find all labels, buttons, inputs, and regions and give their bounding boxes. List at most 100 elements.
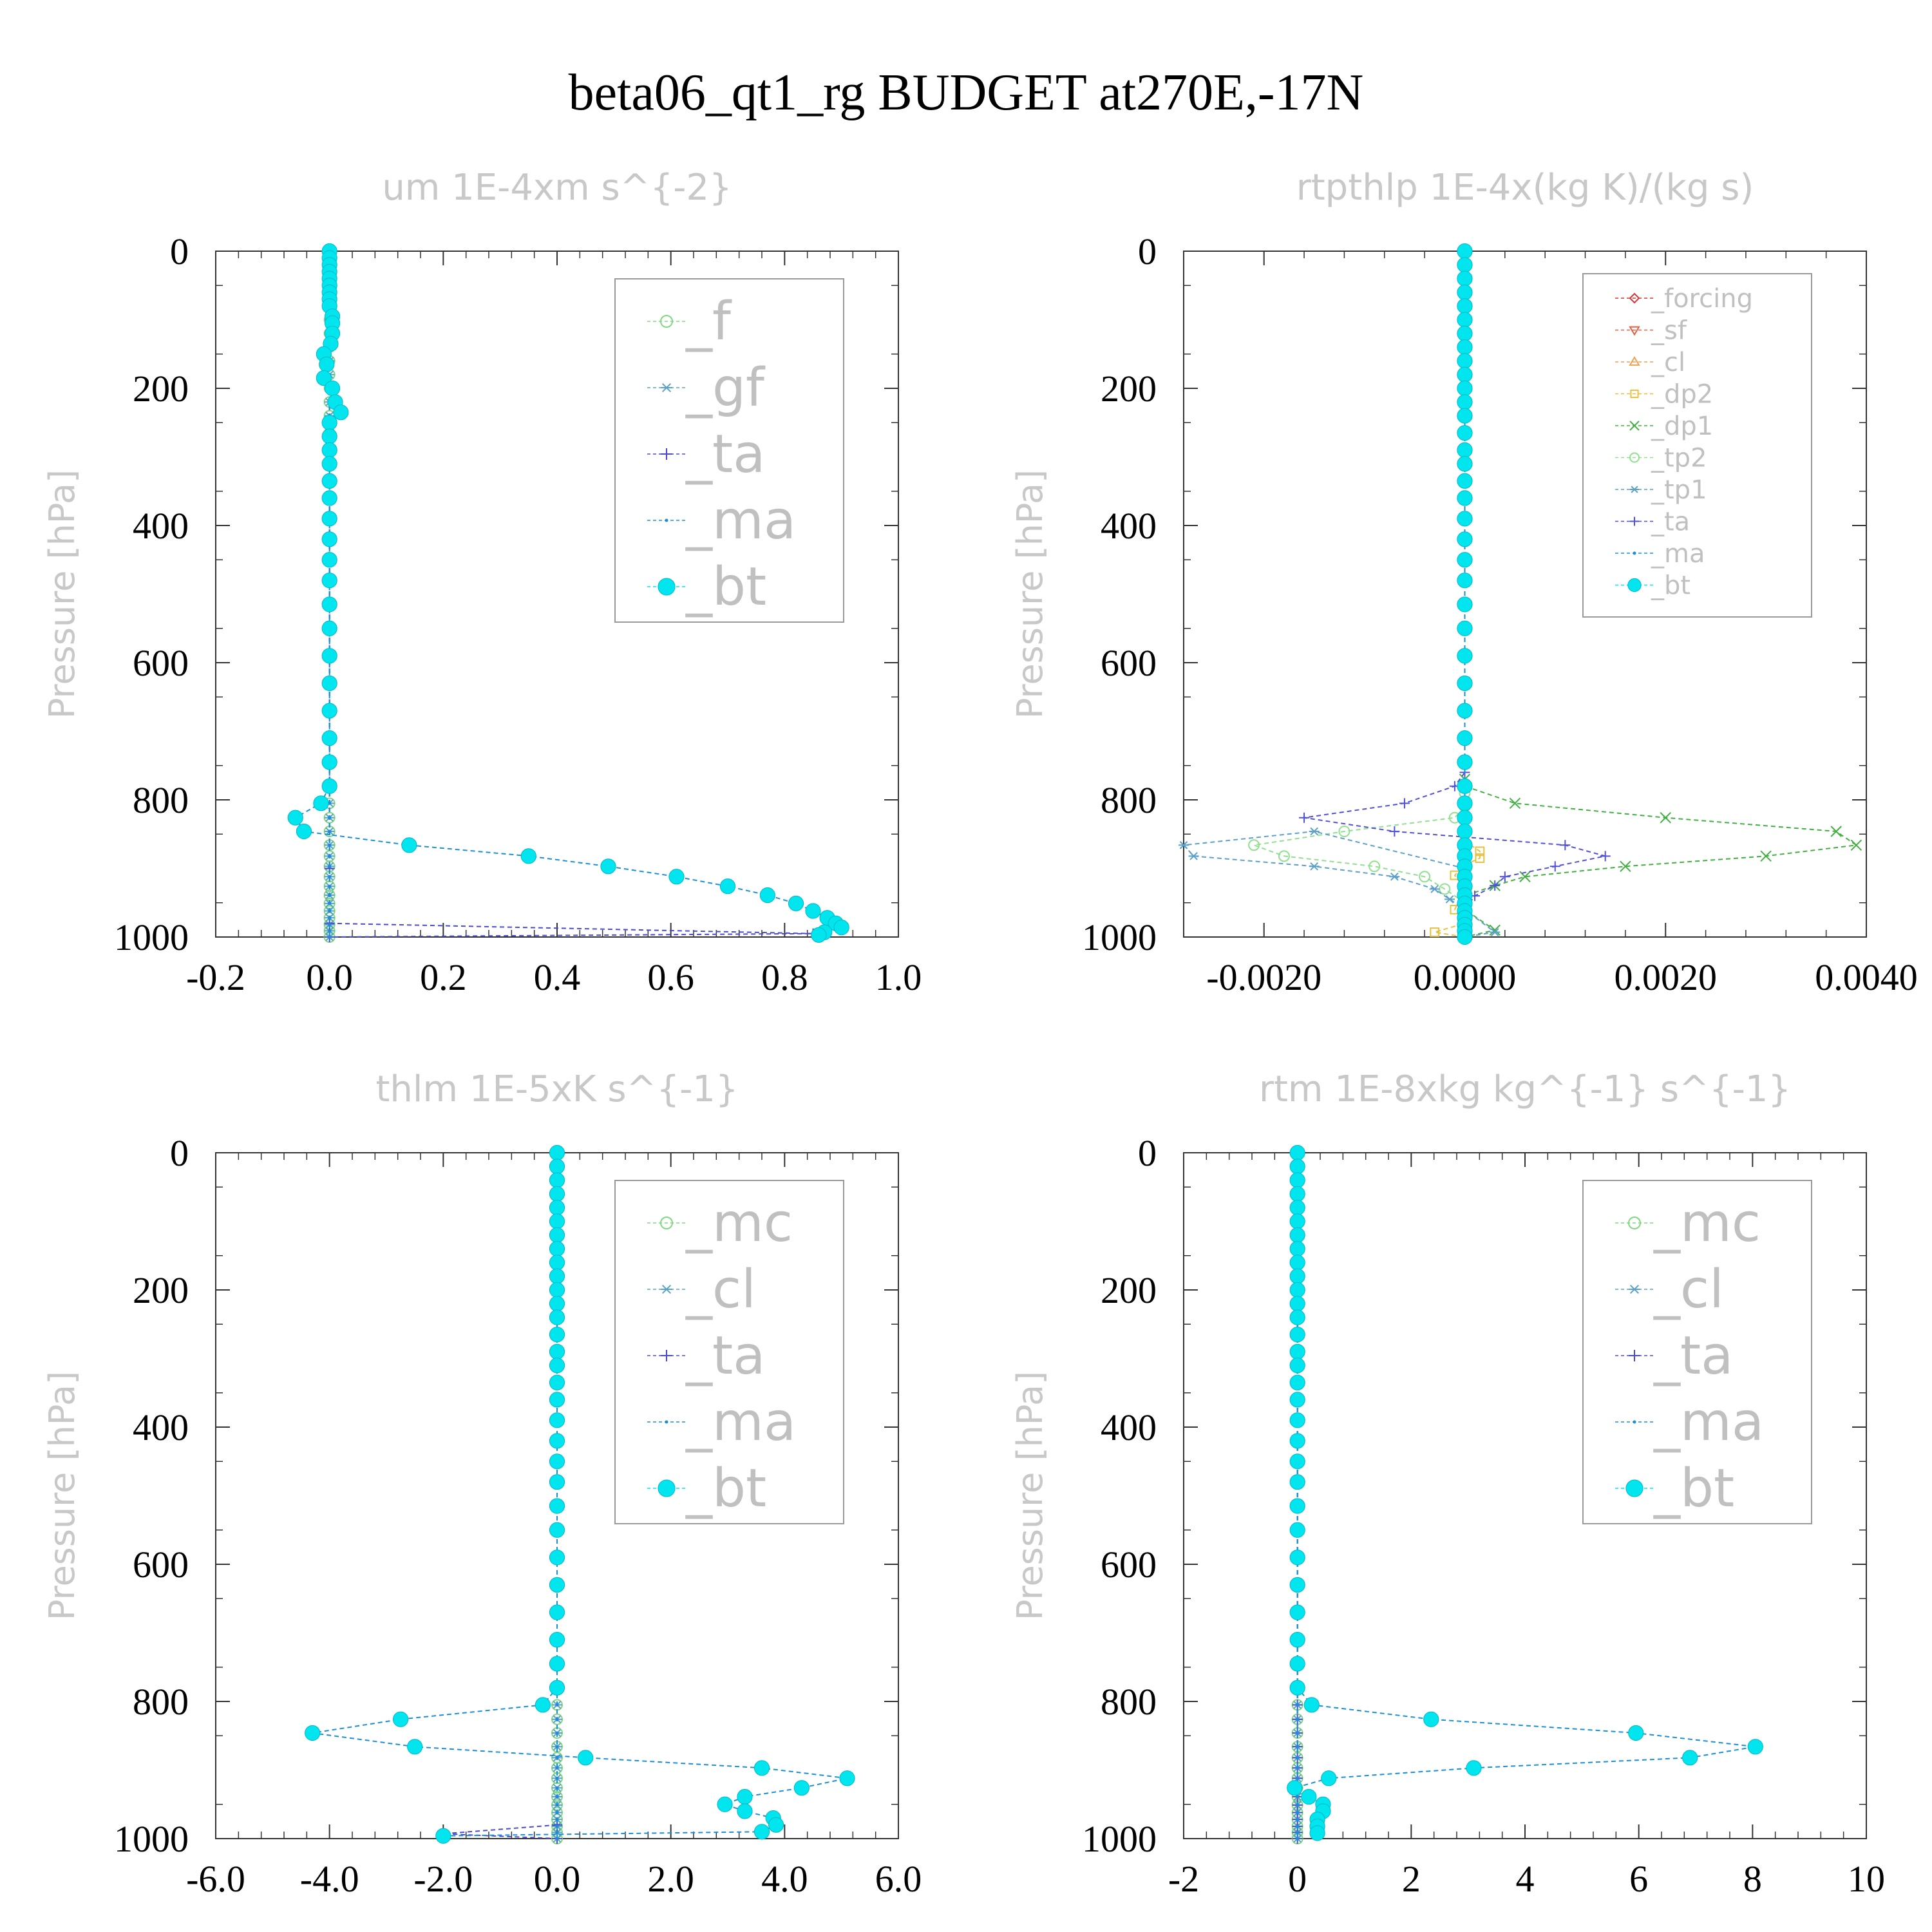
legend-marker bbox=[665, 1420, 668, 1424]
data-point bbox=[759, 887, 775, 904]
series-line bbox=[1434, 786, 1481, 938]
data-point bbox=[1457, 648, 1473, 664]
data-point bbox=[1289, 1241, 1305, 1257]
data-point bbox=[1444, 895, 1455, 904]
legend-marker bbox=[665, 518, 668, 522]
data-point bbox=[1499, 871, 1510, 882]
data-point bbox=[549, 1392, 565, 1408]
data-point bbox=[328, 909, 332, 913]
data-point bbox=[1850, 839, 1862, 851]
data-point bbox=[549, 1186, 565, 1202]
y-tick-label: 1000 bbox=[114, 916, 189, 958]
data-point bbox=[549, 1454, 565, 1470]
data-point bbox=[1296, 1817, 1300, 1821]
x-tick-label: 4 bbox=[1516, 1858, 1535, 1900]
panel-title: rtm 1E-8xkg kg^{-1} s^{-1} bbox=[1259, 1068, 1791, 1110]
y-tick-label: 200 bbox=[1101, 1269, 1157, 1311]
y-tick-label: 400 bbox=[1101, 1406, 1157, 1448]
series-line bbox=[1253, 793, 1466, 937]
legend-label: _cl bbox=[685, 1259, 756, 1320]
data-point bbox=[328, 864, 332, 868]
data-point bbox=[1289, 1172, 1305, 1188]
legend-label: _ma bbox=[1653, 1392, 1764, 1453]
data-point bbox=[549, 1282, 565, 1298]
data-point bbox=[1457, 298, 1473, 314]
data-point bbox=[549, 1159, 565, 1175]
series_ta bbox=[438, 1148, 562, 1844]
legend-label: _ta bbox=[1651, 507, 1690, 537]
data-point bbox=[811, 927, 827, 943]
data-point bbox=[549, 1296, 565, 1312]
legend-marker bbox=[1629, 356, 1640, 366]
data-point bbox=[737, 1788, 753, 1805]
legend-label: _mc bbox=[685, 1193, 793, 1254]
legend-marker bbox=[1630, 389, 1639, 399]
data-point bbox=[1289, 1474, 1305, 1490]
data-point bbox=[1457, 284, 1473, 300]
data-point bbox=[321, 511, 337, 527]
data-point bbox=[321, 573, 337, 589]
data-point bbox=[1457, 675, 1473, 692]
legend-label: _ma bbox=[685, 1392, 796, 1453]
data-point bbox=[1309, 1825, 1325, 1841]
data-point bbox=[392, 1711, 409, 1727]
data-point bbox=[1289, 1255, 1305, 1271]
data-point bbox=[549, 1358, 565, 1374]
legend-marker bbox=[1629, 452, 1640, 463]
data-point bbox=[1289, 1186, 1305, 1202]
y-tick-label: 0 bbox=[170, 1132, 189, 1174]
data-point bbox=[328, 902, 332, 905]
data-point bbox=[407, 1739, 423, 1755]
legend-marker bbox=[1633, 1420, 1636, 1424]
y-tick-label: 800 bbox=[1101, 779, 1157, 821]
data-point bbox=[1560, 840, 1571, 851]
data-point bbox=[1399, 798, 1410, 809]
data-point bbox=[328, 916, 332, 920]
data-point bbox=[788, 895, 804, 911]
x-tick-label: 0.0 bbox=[534, 1858, 581, 1900]
legend-marker bbox=[1629, 292, 1640, 304]
data-point bbox=[319, 356, 335, 372]
data-point bbox=[321, 473, 337, 489]
data-point bbox=[535, 1697, 551, 1713]
figure-title: beta06_qt1_rg BUDGET at270E,-17N bbox=[569, 64, 1364, 121]
data-point bbox=[1296, 1837, 1300, 1841]
series_tp1 bbox=[1179, 827, 1501, 942]
data-point bbox=[578, 1750, 594, 1766]
data-point bbox=[1296, 1766, 1300, 1770]
y-tick-label: 400 bbox=[133, 505, 189, 547]
data-point bbox=[1289, 1358, 1305, 1374]
data-point bbox=[1289, 1577, 1305, 1593]
data-point bbox=[555, 1817, 559, 1821]
data-point bbox=[1600, 851, 1611, 862]
data-point bbox=[1188, 852, 1199, 860]
data-point bbox=[1457, 511, 1473, 527]
y-tick-label: 400 bbox=[1101, 505, 1157, 547]
y-tick-label: 1000 bbox=[114, 1818, 189, 1860]
x-tick-label: 8 bbox=[1743, 1858, 1762, 1900]
data-point bbox=[1475, 853, 1485, 863]
legend-marker bbox=[660, 1217, 673, 1229]
legend-label: _cl bbox=[1653, 1259, 1724, 1320]
data-point bbox=[1296, 1718, 1300, 1721]
x-tick-label: 0.6 bbox=[647, 956, 694, 998]
data-point bbox=[1457, 823, 1473, 840]
data-point bbox=[1289, 1433, 1305, 1449]
data-point bbox=[1287, 1780, 1303, 1796]
data-point bbox=[520, 848, 536, 864]
data-point bbox=[296, 823, 312, 840]
data-point bbox=[549, 1172, 565, 1188]
data-point bbox=[600, 858, 616, 875]
data-point bbox=[555, 1824, 559, 1828]
data-point bbox=[1296, 1731, 1300, 1735]
data-point bbox=[1457, 473, 1473, 489]
data-point bbox=[435, 1828, 451, 1844]
data-point bbox=[1457, 312, 1473, 328]
y-tick-label: 1000 bbox=[1082, 1818, 1157, 1860]
x-tick-label: -4.0 bbox=[300, 1858, 359, 1900]
y-tick-label: 600 bbox=[133, 642, 189, 684]
y-tick-label: 0 bbox=[170, 231, 189, 272]
data-point bbox=[1289, 1392, 1305, 1408]
x-tick-label: 0.8 bbox=[761, 956, 808, 998]
series_tp2 bbox=[1248, 787, 1471, 943]
